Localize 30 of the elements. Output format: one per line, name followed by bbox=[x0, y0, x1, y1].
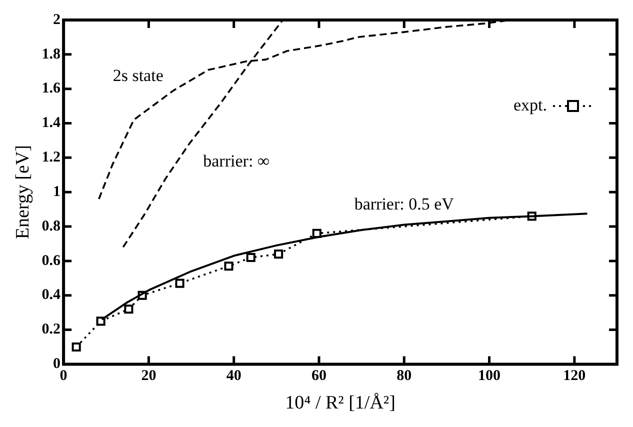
point bbox=[124, 304, 134, 314]
y-tick-label: 0.2 bbox=[42, 322, 61, 338]
x-tick-label: 40 bbox=[226, 368, 242, 384]
y-tick-label: 1.2 bbox=[42, 150, 61, 166]
y-tick-label: 1.6 bbox=[42, 80, 62, 97]
legend-label: expt. bbox=[513, 96, 547, 115]
point bbox=[72, 342, 81, 352]
x-axis-title: 10⁴ / R² [1/Å²] bbox=[285, 392, 396, 414]
y-tick-label: 1.8 bbox=[42, 46, 61, 62]
y-tick-label: 1.4 bbox=[42, 115, 62, 132]
y-tick-label: 0 bbox=[53, 356, 61, 372]
series-label: barrier: 0.5 eV bbox=[354, 194, 455, 214]
series-label: 2s state bbox=[112, 66, 164, 86]
y-tick-label: 2 bbox=[53, 12, 61, 28]
x-tick-label: 120 bbox=[563, 368, 586, 384]
point bbox=[96, 316, 106, 326]
x-tick-label: 60 bbox=[311, 368, 326, 384]
x-tick-label: 100 bbox=[478, 368, 501, 384]
y-tick-label: 0.8 bbox=[42, 218, 61, 234]
x-tick-label: 20 bbox=[141, 368, 156, 384]
y-axis-title: Energy [eV] bbox=[12, 145, 34, 240]
point bbox=[246, 252, 256, 262]
point bbox=[224, 262, 234, 271]
y-tick-label: 0.4 bbox=[42, 287, 62, 304]
point bbox=[175, 278, 184, 288]
series-label: barrier: ∞ bbox=[203, 151, 270, 170]
y-tick-label: 0.6 bbox=[42, 252, 62, 269]
point bbox=[274, 250, 284, 259]
y-tick-label: 1 bbox=[53, 184, 61, 200]
x-tick-label: 80 bbox=[396, 368, 412, 384]
